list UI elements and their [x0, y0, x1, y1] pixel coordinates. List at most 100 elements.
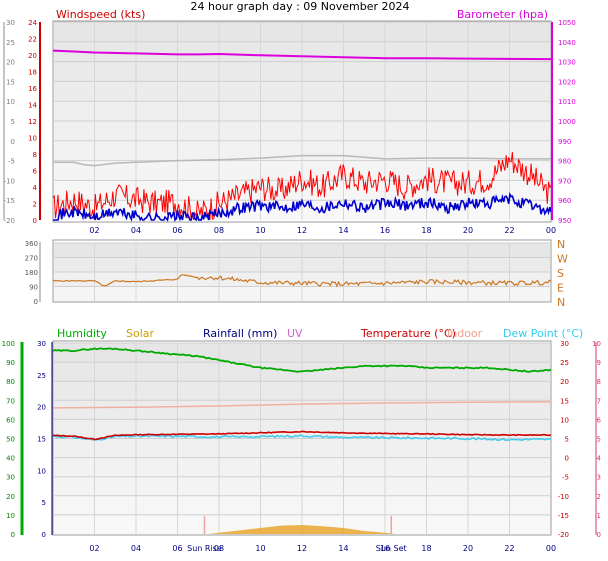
x-tick-label: 04 [131, 544, 141, 553]
windspeed-legend: Windspeed (kts) [56, 8, 145, 21]
left-outer-tick: 10 [6, 98, 15, 106]
x-tick-label: 22 [504, 226, 514, 235]
x-tick-label: 08 [214, 226, 224, 235]
sunrise-label: Sun Rise [187, 544, 222, 553]
uv-tick: 4 [597, 455, 602, 463]
x-tick-label: 06 [172, 226, 182, 235]
compass-tick: N [557, 238, 565, 251]
graph-title: 24 hour graph day : 09 November 2024 [190, 0, 409, 13]
x-tick-label: 18 [421, 226, 431, 235]
solar-area [208, 525, 396, 534]
rain-tick: 10 [37, 467, 46, 475]
x-tick-label: 00 [546, 544, 556, 553]
x-tick-label: 00 [546, 226, 556, 235]
uv-tick: 8 [597, 378, 601, 386]
baro-tick: 1040 [558, 39, 576, 47]
humidity-tick: 100 [2, 340, 15, 348]
left-outer-tick: -10 [4, 177, 15, 185]
uv-tick: 0 [597, 531, 601, 539]
temperature-legend: Temperature (°C) [360, 327, 456, 340]
humidity-line [52, 347, 552, 373]
temperature-tick: 10 [560, 416, 569, 424]
wind-gust-line [52, 152, 552, 221]
baro-tick: 970 [558, 177, 571, 185]
humidity-tick: 60 [6, 416, 15, 424]
baro-tick: 980 [558, 158, 571, 166]
humidity-tick: 90 [6, 359, 15, 367]
sunset-label: Sun Set [376, 544, 407, 553]
wind-tick: 10 [28, 135, 37, 143]
rain-tick: 20 [37, 404, 46, 412]
solar-legend: Solar [126, 327, 155, 340]
left-outer-tick: 15 [6, 78, 15, 86]
uv-tick: 9 [597, 359, 601, 367]
wind-tick: 22 [28, 36, 37, 44]
uv-tick: 2 [597, 493, 601, 501]
direction-tick: 0 [34, 298, 38, 306]
uv-tick: 7 [597, 397, 601, 405]
x-tick-label: 06 [172, 544, 182, 553]
temperature-tick: 15 [560, 397, 569, 405]
left-outer-tick: -15 [4, 197, 15, 205]
baro-tick: 990 [558, 138, 571, 146]
wind-tick: 12 [28, 118, 37, 126]
humidity-tick: 70 [6, 397, 15, 405]
uv-legend: UV [287, 327, 303, 340]
x-tick-label: 14 [338, 544, 348, 553]
wind-tick: 2 [33, 201, 37, 209]
direction-tick: 180 [25, 269, 38, 277]
x-tick-label: 08 [214, 544, 224, 553]
temperature-tick: 30 [560, 340, 569, 348]
humidity-tick: 30 [6, 474, 15, 482]
x-tick-label: 10 [255, 544, 265, 553]
humidity-tick: 20 [6, 493, 15, 501]
temperature-tick: -20 [558, 531, 569, 539]
x-tick-label: 02 [89, 544, 99, 553]
left-outer-tick: -5 [8, 158, 15, 166]
temperature-tick: 25 [560, 359, 569, 367]
uv-tick: 3 [597, 474, 601, 482]
uv-tick: 1 [597, 512, 601, 520]
temperature-tick: 20 [560, 378, 569, 386]
rain-tick: 15 [37, 436, 46, 444]
temperature-tick: 5 [565, 436, 569, 444]
rain-tick: 30 [37, 340, 46, 348]
average-wind-line [53, 192, 552, 222]
uv-tick: 6 [597, 416, 602, 424]
humidity-tick: 0 [11, 531, 15, 539]
wind-tick: 18 [28, 69, 37, 77]
x-tick-label: 20 [463, 544, 473, 553]
dewpoint-legend: Dew Point (°C) [503, 327, 583, 340]
humidity-tick: 10 [6, 512, 15, 520]
humidity-tick: 80 [6, 378, 15, 386]
wind-tick: 20 [28, 52, 37, 60]
wind-tick: 6 [33, 168, 38, 176]
temperature-tick: -10 [558, 493, 569, 501]
x-tick-label: 10 [255, 226, 265, 235]
left-outer-tick: 30 [6, 19, 15, 27]
temperature-tick: -5 [562, 474, 569, 482]
direction-tick: 360 [25, 240, 38, 248]
wind-tick: 8 [33, 151, 37, 159]
x-tick-label: 12 [297, 544, 307, 553]
compass-tick: N [557, 296, 565, 309]
wind-tick: 24 [28, 19, 37, 27]
baro-tick: 1000 [558, 118, 576, 126]
rain-tick: 0 [42, 531, 46, 539]
rain-tick: 25 [37, 372, 46, 380]
left-outer-tick: -20 [4, 217, 15, 225]
baro-tick: 1020 [558, 78, 576, 86]
left-outer-tick: 5 [11, 118, 15, 126]
baro-tick: 960 [558, 197, 571, 205]
left-outer-tick: 20 [6, 59, 15, 67]
x-tick-label: 22 [504, 544, 514, 553]
wind-direction-line [52, 274, 552, 288]
baro-tick: 1030 [558, 59, 576, 67]
temperature-tick: -15 [558, 512, 569, 520]
wind-tick: 4 [33, 184, 38, 192]
x-tick-label: 02 [89, 226, 99, 235]
left-outer-tick: 25 [6, 39, 15, 47]
